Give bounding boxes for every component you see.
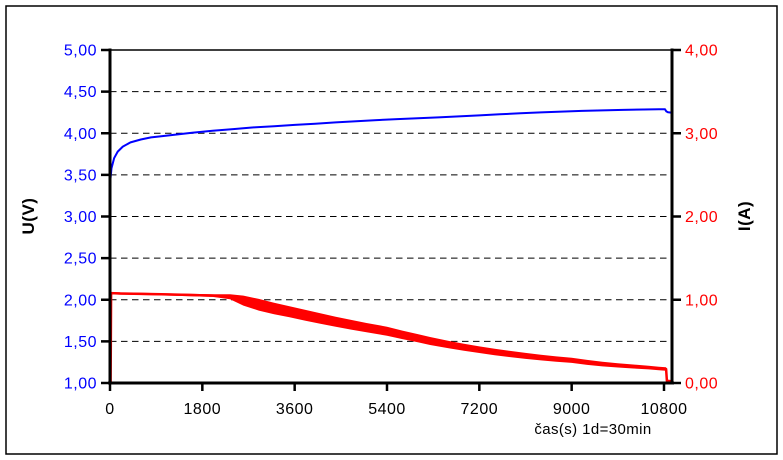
left-tick-label: 4,00 bbox=[64, 126, 97, 143]
x-tick-label: 5400 bbox=[368, 401, 406, 418]
left-tick-label: 2,00 bbox=[64, 292, 97, 309]
left-tick-label: 2,50 bbox=[64, 251, 97, 268]
right-tick-label: 3,00 bbox=[685, 126, 718, 143]
x-tick-label: 0 bbox=[105, 401, 114, 418]
chart-border bbox=[5, 5, 778, 455]
x-axis-title: čas(s) 1d=30min bbox=[534, 421, 651, 438]
right-tick-label: 4,00 bbox=[685, 43, 718, 60]
right-tick-label: 0,00 bbox=[685, 376, 718, 393]
series-layer bbox=[109, 108, 674, 385]
left-axis-title: U(V) bbox=[19, 198, 38, 235]
x-tick-label: 7200 bbox=[461, 401, 499, 418]
tick-labels: 5,00 4,50 4,00 3,50 3,00 2,50 2,00 1,50 1,00 4,00… bbox=[64, 43, 718, 418]
right-tick-label: 1,00 bbox=[685, 292, 718, 309]
x-tick-label: 10800 bbox=[641, 401, 688, 418]
x-tick-label: 3600 bbox=[276, 401, 314, 418]
left-tick-label: 1,00 bbox=[64, 376, 97, 393]
voltage-curve bbox=[109, 108, 673, 182]
x-tick-label: 9000 bbox=[553, 401, 591, 418]
right-tick-label: 2,00 bbox=[685, 209, 718, 226]
x-tick-label: 1800 bbox=[184, 401, 222, 418]
left-tick-label: 1,50 bbox=[64, 334, 97, 351]
right-axis-title: I(A) bbox=[735, 201, 754, 231]
gridlines bbox=[110, 49, 672, 342]
left-tick-label: 5,00 bbox=[64, 43, 97, 60]
left-tick-label: 4,50 bbox=[64, 84, 97, 101]
left-tick-label: 3,50 bbox=[64, 167, 97, 184]
left-tick-label: 3,00 bbox=[64, 209, 97, 226]
current-curve bbox=[109, 291, 674, 385]
tick-marks bbox=[101, 48, 681, 391]
